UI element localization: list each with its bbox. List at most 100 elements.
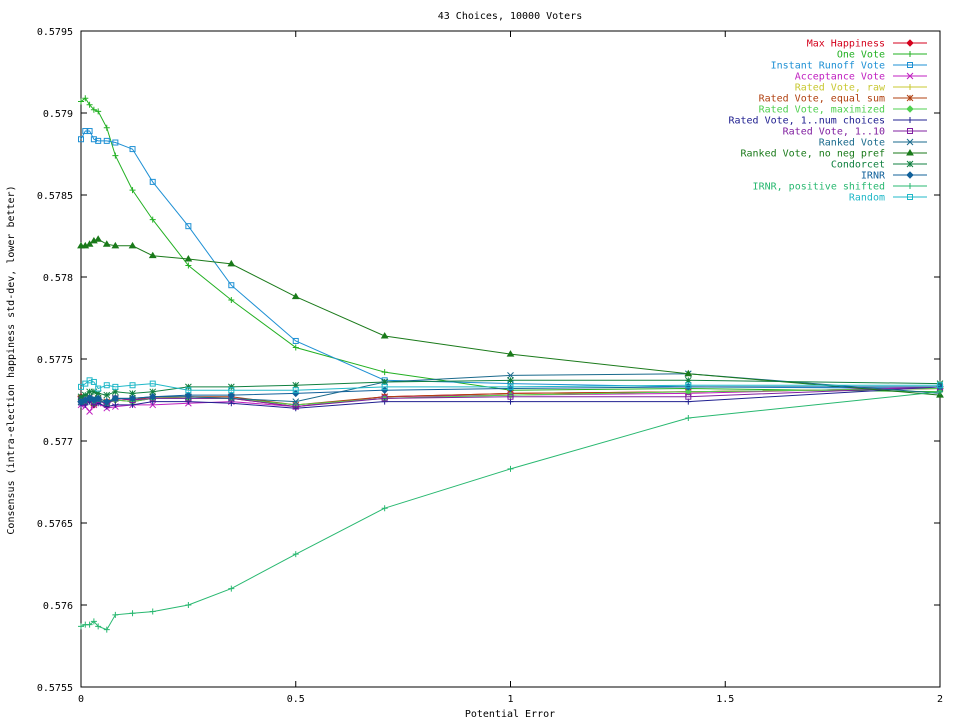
- x-tick-label: 0.5: [287, 694, 305, 705]
- data-point: [185, 387, 192, 394]
- chart-title: 43 Choices, 10000 Voters: [438, 11, 583, 22]
- y-tick-label: 0.5775: [37, 355, 73, 366]
- data-point: [82, 380, 89, 387]
- data-point: [684, 369, 693, 377]
- y-tick-label: 0.578: [43, 273, 73, 284]
- data-point: [906, 94, 914, 102]
- data-point: [227, 391, 236, 399]
- series-random: [78, 377, 943, 394]
- y-tick-label: 0.5785: [37, 191, 73, 202]
- legend-label: Max Happiness: [807, 39, 885, 50]
- data-point: [82, 128, 89, 135]
- data-point: [907, 62, 913, 68]
- legend-label: Acceptance Vote: [795, 72, 885, 83]
- data-point: [77, 393, 85, 401]
- y-tick-label: 0.579: [43, 109, 73, 120]
- x-tick-label: 1: [507, 694, 513, 705]
- data-point: [685, 415, 692, 422]
- data-point: [907, 194, 913, 200]
- x-axis-label: Potential Error: [465, 709, 555, 720]
- legend-entry: Instant Runoff Vote: [771, 61, 927, 72]
- series-line: [80, 130, 941, 389]
- legend-entry: Random: [849, 193, 927, 204]
- data-point: [185, 262, 192, 269]
- legend-entry: Max Happiness: [807, 39, 927, 50]
- data-point: [95, 623, 102, 630]
- legend-label: Ranked Vote: [819, 138, 885, 149]
- series-line: [80, 97, 941, 393]
- data-point: [907, 183, 913, 189]
- data-point: [291, 292, 300, 300]
- data-point: [103, 382, 110, 389]
- data-point: [937, 388, 943, 395]
- data-point: [90, 378, 97, 385]
- legend-label: IRNR, positive shifted: [753, 182, 885, 193]
- data-point: [86, 621, 93, 628]
- data-point: [907, 117, 913, 123]
- data-point: [112, 139, 119, 146]
- series-line: [80, 386, 941, 413]
- data-point: [86, 377, 93, 384]
- data-point: [149, 178, 156, 185]
- axis-ticks: 0.5755 0.576 0.5765 0.577 0.5775 0.578 0.5785 0…: [37, 27, 943, 705]
- data-point: [507, 376, 514, 384]
- data-point: [103, 626, 110, 633]
- data-point: [507, 393, 514, 400]
- legend-entry: IRNR, positive shifted: [753, 182, 927, 193]
- series-line: [81, 238, 941, 396]
- data-point: [111, 394, 120, 403]
- data-point: [906, 72, 914, 80]
- data-point: [102, 240, 111, 247]
- legend-entry: One Vote: [837, 50, 927, 61]
- legend-label: Instant Runoff Vote: [771, 61, 885, 72]
- legend-entry: Rated Vote, 1..num choices: [728, 116, 927, 127]
- data-point: [128, 394, 137, 403]
- data-point: [292, 381, 300, 389]
- legend-entry: Ranked Vote, no neg pref: [741, 149, 927, 160]
- data-point: [184, 391, 193, 399]
- legend-entry: Acceptance Vote: [795, 72, 927, 83]
- data-point: [381, 369, 388, 376]
- data-point: [112, 388, 119, 396]
- data-point: [228, 296, 235, 303]
- data-point: [506, 350, 515, 357]
- data-point: [906, 138, 914, 146]
- data-point: [292, 398, 300, 405]
- legend-label: IRNR: [861, 171, 886, 182]
- data-point: [112, 611, 119, 618]
- data-point: [292, 403, 299, 410]
- legend-entry: Ranked Vote: [819, 138, 927, 149]
- series-condorcet: [77, 376, 944, 401]
- data-point: [906, 105, 914, 113]
- data-point: [907, 51, 913, 57]
- data-point: [86, 128, 93, 135]
- data-point: [112, 383, 119, 390]
- data-point: [95, 137, 102, 144]
- legend-entry: Rated Vote, raw: [795, 83, 927, 94]
- data-point: [112, 401, 119, 408]
- data-point: [227, 383, 235, 391]
- data-point: [149, 608, 156, 615]
- data-point: [78, 136, 84, 143]
- y-tick-label: 0.576: [43, 601, 73, 612]
- data-point: [185, 398, 192, 405]
- data-point: [381, 378, 389, 386]
- series-line: [80, 391, 941, 631]
- data-point: [95, 385, 102, 392]
- data-point: [103, 391, 111, 399]
- data-point: [78, 383, 84, 390]
- data-point: [128, 241, 137, 249]
- data-point: [149, 388, 157, 396]
- x-tick-label: 2: [937, 694, 943, 705]
- data-point: [380, 332, 389, 339]
- data-point: [292, 387, 299, 394]
- legend-label: Rated Vote, maximized: [759, 105, 885, 116]
- data-point: [685, 382, 692, 389]
- data-point: [507, 465, 514, 472]
- data-point: [82, 95, 89, 102]
- data-point: [292, 551, 299, 558]
- legend-label: Condorcet: [831, 160, 885, 171]
